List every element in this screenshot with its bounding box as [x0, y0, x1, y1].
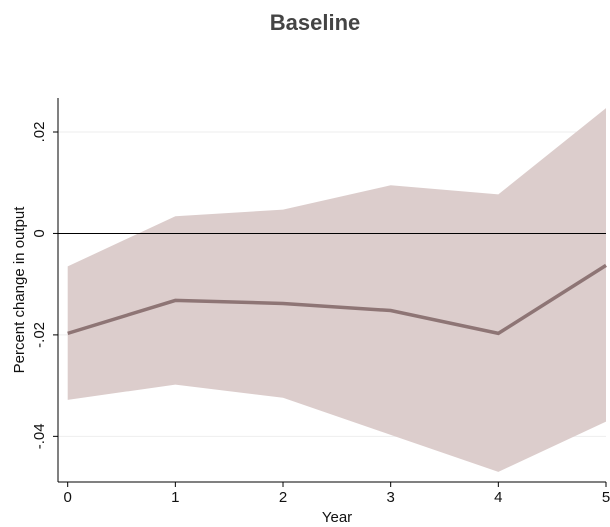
x-tick-label: 5	[602, 489, 610, 506]
x-tick-label: 0	[64, 489, 72, 506]
x-tick-label: 3	[387, 489, 395, 506]
x-tick-label: 2	[279, 489, 287, 506]
x-axis-label: Year	[322, 509, 352, 526]
confidence-band	[67, 108, 607, 472]
line	[67, 263, 607, 336]
y-tick-label: -.04	[31, 423, 48, 449]
y-tick-label: -.02	[31, 322, 48, 348]
chart-title: Baseline	[270, 10, 361, 35]
y-tick-label: .02	[31, 122, 48, 143]
x-tick-label: 1	[171, 489, 179, 506]
x-tick-label: 4	[494, 489, 502, 506]
y-tick-label: 0	[31, 229, 48, 237]
y-axis-label: Percent change in output	[11, 206, 28, 374]
